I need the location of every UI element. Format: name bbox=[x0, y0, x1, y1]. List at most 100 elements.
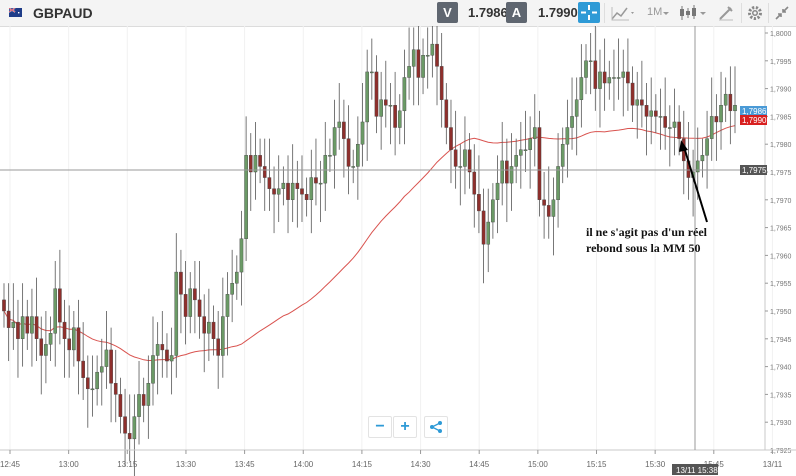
annotation-line-2: rebond sous la MM 50 bbox=[586, 241, 701, 255]
zoom-in-button[interactable]: + bbox=[393, 416, 417, 438]
candle-body bbox=[48, 333, 53, 345]
candle-body bbox=[374, 71, 379, 117]
y-tick-label: 1,7950 bbox=[770, 309, 792, 316]
candle-body bbox=[179, 271, 183, 295]
candle-body bbox=[453, 149, 458, 167]
share-icon bbox=[430, 421, 442, 433]
candle-body bbox=[25, 316, 30, 334]
candle-body bbox=[733, 105, 737, 112]
price-chart[interactable]: 1,80001,79951,79901,79851,79801,79751,79… bbox=[0, 26, 796, 476]
candle-body bbox=[141, 394, 146, 406]
candle-body bbox=[127, 433, 132, 440]
candle-body bbox=[258, 155, 262, 167]
candle-body bbox=[463, 149, 467, 167]
candle-body bbox=[635, 99, 640, 106]
buy-button[interactable]: A bbox=[506, 2, 527, 23]
chart-toolbar: GBPAUD V 1.7986 A 1.7990 1M bbox=[0, 0, 796, 27]
candle-body bbox=[90, 388, 95, 391]
candle-body bbox=[439, 66, 444, 100]
y-tick-label: 1,7970 bbox=[770, 198, 792, 205]
instrument-symbol: GBPAUD bbox=[33, 5, 93, 21]
candle-body bbox=[644, 105, 649, 117]
line-chart-icon[interactable] bbox=[610, 4, 636, 22]
candle-body bbox=[472, 171, 477, 195]
candle-body bbox=[579, 77, 584, 100]
candle-body bbox=[314, 177, 318, 184]
candle-body bbox=[62, 321, 67, 339]
candle-body bbox=[411, 49, 416, 67]
candle-body bbox=[570, 116, 574, 128]
sell-price[interactable]: 1.7986 bbox=[468, 5, 508, 20]
candle-body bbox=[290, 182, 295, 200]
candle-body bbox=[193, 288, 197, 301]
candle-body bbox=[402, 77, 407, 112]
candle-body bbox=[435, 43, 439, 67]
candle-body bbox=[444, 99, 449, 128]
candle-body bbox=[53, 288, 58, 334]
gear-icon[interactable] bbox=[746, 4, 764, 22]
candle-body bbox=[505, 160, 509, 184]
x-tick-label: 13/11 bbox=[763, 460, 783, 469]
x-tick-label: 14:30 bbox=[411, 460, 432, 469]
candle-body bbox=[500, 160, 504, 184]
x-tick-label: 14:15 bbox=[352, 460, 373, 469]
y-tick-label: 1,7985 bbox=[770, 114, 792, 121]
candle-body bbox=[356, 143, 360, 167]
candle-body bbox=[723, 93, 728, 106]
candle-body bbox=[39, 338, 44, 356]
y-tick-label: 1,7930 bbox=[770, 420, 792, 427]
candle-body bbox=[34, 316, 39, 339]
sell-button[interactable]: V bbox=[437, 2, 458, 23]
candle-body bbox=[728, 93, 733, 112]
x-tick-label: 12:45 bbox=[0, 460, 21, 469]
candle-body bbox=[253, 155, 258, 173]
crosshair-price-bg bbox=[740, 165, 767, 175]
candle-body bbox=[104, 349, 109, 367]
candle-body bbox=[574, 99, 579, 117]
crosshair-icon bbox=[581, 5, 597, 20]
ask-marker: 1,7990 bbox=[742, 116, 767, 125]
x-tick-label: 13:45 bbox=[235, 460, 256, 469]
candle-body bbox=[188, 288, 193, 317]
buy-price[interactable]: 1.7990 bbox=[538, 5, 578, 20]
candle-body bbox=[72, 327, 76, 351]
candle-body bbox=[58, 288, 62, 323]
candle-body bbox=[370, 71, 374, 74]
candle-body bbox=[719, 105, 723, 123]
candle-body bbox=[286, 182, 290, 200]
candle-body bbox=[30, 316, 34, 334]
y-tick-label: 1,7960 bbox=[770, 253, 792, 260]
timeframe-selector[interactable]: 1M bbox=[647, 6, 663, 18]
candle-body bbox=[519, 149, 523, 156]
candle-body bbox=[342, 121, 346, 139]
candle-body bbox=[216, 338, 220, 356]
candle-body bbox=[630, 82, 635, 106]
candle-body bbox=[430, 43, 435, 56]
zoom-out-button[interactable]: − bbox=[368, 416, 392, 438]
candle-body bbox=[542, 199, 546, 206]
candle-body bbox=[546, 205, 551, 217]
candle-body bbox=[2, 299, 6, 312]
candle-body bbox=[695, 160, 700, 173]
collapse-icon[interactable] bbox=[773, 4, 791, 22]
crosshair-button[interactable] bbox=[578, 2, 600, 23]
y-tick-label: 1,7925 bbox=[770, 448, 792, 455]
candle-body bbox=[425, 55, 430, 57]
candlestick-icon[interactable] bbox=[678, 4, 708, 22]
candle-body bbox=[593, 60, 598, 89]
share-button[interactable] bbox=[424, 416, 448, 438]
candle-body bbox=[151, 355, 155, 384]
candle-body bbox=[640, 99, 644, 106]
bid-marker: 1,7986 bbox=[742, 107, 767, 116]
candle-body bbox=[244, 155, 248, 239]
candle-body bbox=[225, 294, 230, 317]
candle-body bbox=[584, 60, 588, 78]
candle-body bbox=[202, 316, 207, 334]
annotation-arrowhead bbox=[679, 140, 688, 152]
candle-body bbox=[421, 55, 425, 78]
timeframe-dropdown-icon[interactable] bbox=[662, 4, 672, 22]
candle-body bbox=[467, 149, 472, 173]
candle-body bbox=[113, 383, 118, 395]
draw-icon[interactable] bbox=[717, 4, 735, 22]
candle-body bbox=[705, 138, 709, 156]
